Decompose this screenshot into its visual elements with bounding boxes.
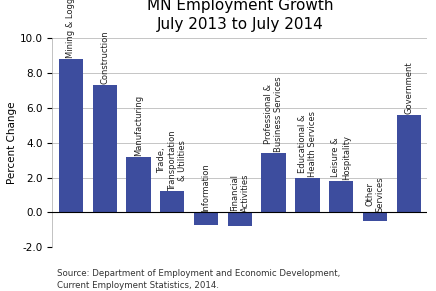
Text: Mining & Logging: Mining & Logging — [66, 0, 75, 58]
Bar — [363, 212, 387, 221]
Bar — [92, 85, 117, 212]
Text: Construction: Construction — [100, 31, 109, 84]
Text: Manufacturing: Manufacturing — [134, 95, 143, 156]
Text: Other
Services: Other Services — [365, 176, 385, 212]
Title: MN Employment Growth
July 2013 to July 2014: MN Employment Growth July 2013 to July 2… — [146, 0, 333, 33]
Bar — [396, 115, 421, 212]
Bar — [160, 191, 184, 212]
Text: Leisure &
Hospitality: Leisure & Hospitality — [331, 135, 351, 180]
Bar — [126, 157, 150, 212]
Bar — [295, 178, 320, 212]
Text: Source: Department of Employment and Economic Development,
Current Employment St: Source: Department of Employment and Eco… — [57, 269, 340, 290]
Bar — [262, 153, 286, 212]
Text: Information: Information — [201, 163, 211, 212]
Text: Government: Government — [404, 61, 413, 114]
Bar — [194, 212, 218, 225]
Y-axis label: Percent Change: Percent Change — [7, 101, 17, 184]
Bar — [329, 181, 353, 212]
Bar — [59, 59, 83, 212]
Text: Trade,
Transportation
& Utilities: Trade, Transportation & Utilities — [157, 130, 187, 191]
Text: Professional &
Business Services: Professional & Business Services — [264, 77, 283, 152]
Text: Financial
Activities: Financial Activities — [230, 173, 249, 212]
Text: Educational &
Health Services: Educational & Health Services — [298, 111, 317, 177]
Bar — [228, 212, 252, 226]
